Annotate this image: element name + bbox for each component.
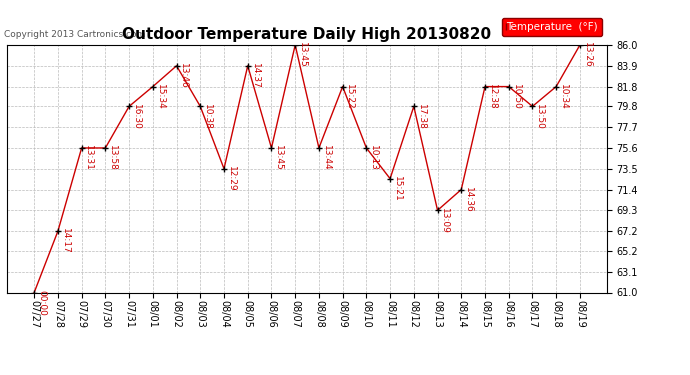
Text: 13:26: 13:26 — [582, 42, 592, 68]
Text: 15:22: 15:22 — [346, 84, 355, 110]
Text: 10:13: 10:13 — [369, 145, 378, 171]
Text: 14:36: 14:36 — [464, 187, 473, 213]
Text: 12:38: 12:38 — [488, 84, 497, 110]
Text: 13:58: 13:58 — [108, 145, 117, 171]
Text: 10:50: 10:50 — [511, 84, 520, 110]
Text: 13:50: 13:50 — [535, 104, 544, 129]
Text: 16:30: 16:30 — [132, 104, 141, 129]
Text: 00:00: 00:00 — [37, 290, 46, 316]
Text: 10:34: 10:34 — [559, 84, 568, 110]
Text: 10:38: 10:38 — [203, 104, 212, 129]
Text: 13:09: 13:09 — [440, 207, 449, 233]
Text: 14:37: 14:37 — [250, 63, 259, 89]
Text: 12:29: 12:29 — [227, 166, 236, 192]
Text: 13:45: 13:45 — [274, 145, 283, 171]
Legend: Temperature  (°F): Temperature (°F) — [502, 18, 602, 36]
Text: 13:44: 13:44 — [322, 145, 331, 171]
Text: Copyright 2013 Cartronics.com: Copyright 2013 Cartronics.com — [4, 30, 145, 39]
Text: 14:17: 14:17 — [61, 228, 70, 254]
Text: 13:31: 13:31 — [84, 145, 93, 171]
Text: 15:21: 15:21 — [393, 176, 402, 202]
Text: 17:38: 17:38 — [417, 104, 426, 129]
Text: 15:34: 15:34 — [156, 84, 165, 110]
Text: 13:46: 13:46 — [179, 63, 188, 89]
Text: 13:45: 13:45 — [298, 42, 307, 68]
Title: Outdoor Temperature Daily High 20130820: Outdoor Temperature Daily High 20130820 — [123, 27, 491, 42]
